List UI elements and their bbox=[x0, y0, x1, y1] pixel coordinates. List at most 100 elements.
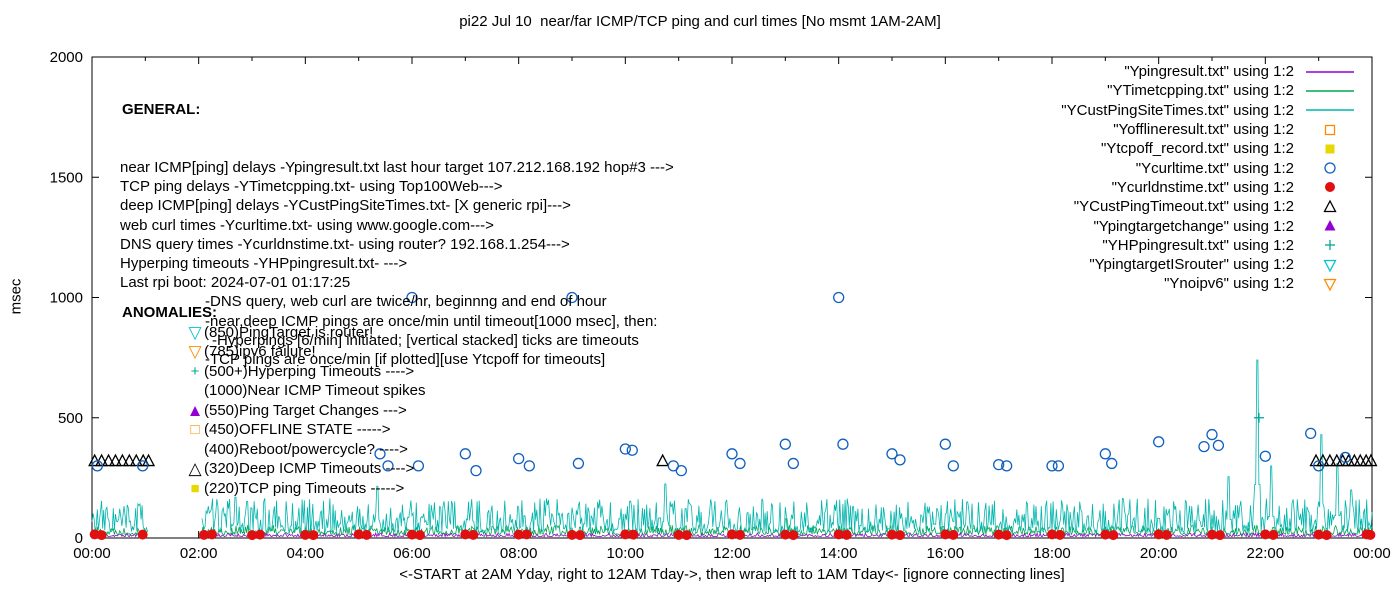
legend-item: "YCustPingTimeout.txt" using 1:2 bbox=[1061, 197, 1358, 216]
square-filled-icon: ■ bbox=[190, 479, 200, 497]
series-points-Ycurltime bbox=[91, 291, 1351, 477]
legend-label: "YCustPingTimeout.txt" using 1:2 bbox=[1073, 198, 1294, 216]
legend-circle-open-icon bbox=[1324, 162, 1336, 174]
anomaly-text: (220)TCP ping Timeouts -----> bbox=[204, 479, 405, 497]
legend-label: "YCustPingSiteTimes.txt" using 1:2 bbox=[1061, 101, 1294, 119]
legend-item: "Yofflineresult.txt" using 1:2 bbox=[1061, 120, 1358, 139]
legend-line-sample bbox=[1306, 109, 1354, 112]
series-points-Ycurldnstime bbox=[89, 529, 1376, 541]
x-axis-label: <-START at 2AM Yday, right to 12AM Tday-… bbox=[399, 566, 1065, 583]
anomaly-text: (850)PingTarget is router! bbox=[204, 323, 374, 341]
x-tick-label: 14:00 bbox=[820, 545, 858, 562]
legend-triangle-open-icon bbox=[1323, 199, 1337, 212]
y-tick-label: 2000 bbox=[50, 49, 83, 66]
legend-square-filled-icon bbox=[1325, 144, 1335, 154]
anomaly-text: (400)Reboot/powercycle? ----> bbox=[204, 440, 408, 458]
legend-circle-filled-icon bbox=[1325, 182, 1335, 193]
chart-title: pi22 Jul 10 near/far ICMP/TCP ping and c… bbox=[459, 13, 941, 30]
legend-label: "Ycurltime.txt" using 1:2 bbox=[1135, 159, 1294, 177]
general-line: -Hyperpings [6/min] initiated; [vertical… bbox=[212, 331, 639, 349]
anomaly-item: ▽ (785)ipv6 failure! bbox=[186, 342, 425, 362]
triangle-down-open-icon: ▽ bbox=[188, 322, 202, 342]
legend-label: "YHPpingresult.txt" using 1:2 bbox=[1102, 236, 1294, 254]
legend-square-open-icon bbox=[1324, 124, 1336, 135]
legend-item: "YpingtargetISrouter" using 1:2 bbox=[1061, 255, 1358, 274]
general-line: TCP ping delays -YTimetcpping.txt- using… bbox=[120, 178, 503, 196]
anomaly-text: (550)Ping Target Changes ---> bbox=[204, 401, 407, 419]
x-tick-label: 00:00 bbox=[1353, 545, 1391, 562]
x-tick-label: 08:00 bbox=[500, 545, 538, 562]
general-line: -TCP pings are once/min [if plotted][use… bbox=[205, 351, 606, 369]
legend-label: "YTimetcpping.txt" using 1:2 bbox=[1107, 82, 1294, 100]
anomaly-item: □ (450)OFFLINE STATE -----> bbox=[186, 420, 425, 440]
legend-item: "Ypingtargetchange" using 1:2 bbox=[1061, 216, 1358, 235]
anomaly-text: (450)OFFLINE STATE -----> bbox=[204, 421, 391, 438]
triangle-open-icon: △ bbox=[188, 459, 202, 479]
x-tick-label: 20:00 bbox=[1140, 545, 1178, 562]
legend-label: "YpingtargetISrouter" using 1:2 bbox=[1089, 256, 1294, 274]
series-line-YCustPingSiteTimes bbox=[91, 359, 1373, 534]
legend-item: "Ypingresult.txt" using 1:2 bbox=[1061, 62, 1358, 81]
legend-line-sample bbox=[1306, 90, 1354, 92]
legend-label: "Ycurldnstime.txt" using 1:2 bbox=[1111, 178, 1294, 196]
legend-item: "Ynoipv6" using 1:2 bbox=[1061, 274, 1358, 293]
anomaly-item: + (500+)Hyperping Timeouts ----> bbox=[186, 362, 425, 382]
anomalies-annotation-block: ANOMALIES: ▽ (850)PingTarget is router! ▽(… bbox=[122, 303, 425, 498]
x-tick-label: 18:00 bbox=[1033, 545, 1071, 562]
legend-item: "YCustPingSiteTimes.txt" using 1:2 bbox=[1061, 101, 1358, 120]
legend-item: "Ytcpoff_record.txt" using 1:2 bbox=[1061, 139, 1358, 158]
anomalies-heading: ANOMALIES: bbox=[122, 304, 217, 321]
general-lines: near ICMP[ping] delays -Ypingresult.txt … bbox=[120, 158, 674, 369]
x-tick-label: 06:00 bbox=[393, 545, 431, 562]
anomaly-text: (320)Deep ICMP Timeouts ----> bbox=[204, 460, 415, 477]
legend-plus-icon bbox=[1325, 240, 1335, 251]
x-tick-label: 16:00 bbox=[927, 545, 965, 562]
legend-item: "Ycurltime.txt" using 1:2 bbox=[1061, 158, 1358, 177]
plus-icon: + bbox=[190, 362, 200, 380]
anomaly-item: ▽ (850)PingTarget is router! bbox=[186, 323, 425, 343]
x-tick-label: 00:00 bbox=[73, 545, 111, 562]
anomaly-items: ▽ (850)PingTarget is router! ▽ (785)ipv6 fa… bbox=[122, 323, 426, 499]
triangle-filled-icon: ▲ bbox=[186, 400, 204, 420]
general-line: deep ICMP[ping] delays -YCustPingSiteTim… bbox=[120, 197, 571, 215]
general-line: -DNS query, web curl are twice/hr, begin… bbox=[205, 293, 607, 311]
anomaly-item: (1000)Near ICMP Timeout spikes bbox=[186, 381, 425, 401]
x-tick-label: 04:00 bbox=[287, 545, 325, 562]
general-line: Last rpi boot: 2024-07-01 01:17:25 bbox=[120, 274, 351, 292]
y-tick-label: 1000 bbox=[50, 290, 83, 307]
series-points-YHPpingresult bbox=[1253, 412, 1264, 423]
y-tick-label: 500 bbox=[58, 410, 83, 427]
general-line: DNS query times -Ycurldnstime.txt- using… bbox=[120, 235, 570, 253]
x-tick-label: 02:00 bbox=[180, 545, 218, 562]
anomaly-item: △ (320)Deep ICMP Timeouts ----> bbox=[186, 459, 425, 479]
series-points-YCustPingTimeout bbox=[88, 453, 1378, 467]
general-heading: GENERAL: bbox=[122, 101, 201, 119]
anomaly-item: ■ (220)TCP ping Timeouts -----> bbox=[186, 479, 425, 499]
y-tick-label: 0 bbox=[75, 530, 83, 547]
y-axis-label: msec bbox=[7, 278, 25, 315]
x-tick-label: 22:00 bbox=[1247, 545, 1285, 562]
legend-line-sample bbox=[1306, 70, 1354, 73]
legend-label: "Ypingtargetchange" using 1:2 bbox=[1093, 217, 1294, 235]
triangle-down-open-icon: ▽ bbox=[188, 342, 202, 362]
square-open-icon: □ bbox=[190, 421, 200, 439]
general-annotation-block: GENERAL: near ICMP[ping] delays -Ypingre… bbox=[120, 62, 674, 408]
general-line: near ICMP[ping] delays -Ypingresult.txt … bbox=[120, 159, 674, 177]
x-tick-label: 10:00 bbox=[607, 545, 645, 562]
legend-item: "Ycurldnstime.txt" using 1:2 bbox=[1061, 178, 1358, 197]
general-line: Hyperping timeouts -YHPpingresult.txt- -… bbox=[120, 255, 408, 273]
legend-item: "YTimetcpping.txt" using 1:2 bbox=[1061, 81, 1358, 100]
legend-label: "Yofflineresult.txt" using 1:2 bbox=[1113, 121, 1294, 139]
legend-triangle-down-open-icon bbox=[1323, 278, 1337, 292]
anomaly-text: (500+)Hyperping Timeouts ----> bbox=[204, 362, 415, 380]
anomaly-text: (1000)Near ICMP Timeout spikes bbox=[204, 382, 426, 399]
general-line: -near,deep ICMP pings are once/min until… bbox=[205, 312, 658, 330]
legend-label: "Ytcpoff_record.txt" using 1:2 bbox=[1101, 140, 1294, 158]
legend: "Ypingresult.txt" using 1:2 "YTimetcpping… bbox=[1061, 62, 1358, 294]
anomaly-item: (400)Reboot/powercycle? ----> bbox=[186, 440, 425, 460]
y-tick-label: 1500 bbox=[50, 169, 83, 186]
anomaly-item: ▲ (550)Ping Target Changes ---> bbox=[186, 401, 425, 421]
x-tick-label: 12:00 bbox=[713, 545, 751, 562]
